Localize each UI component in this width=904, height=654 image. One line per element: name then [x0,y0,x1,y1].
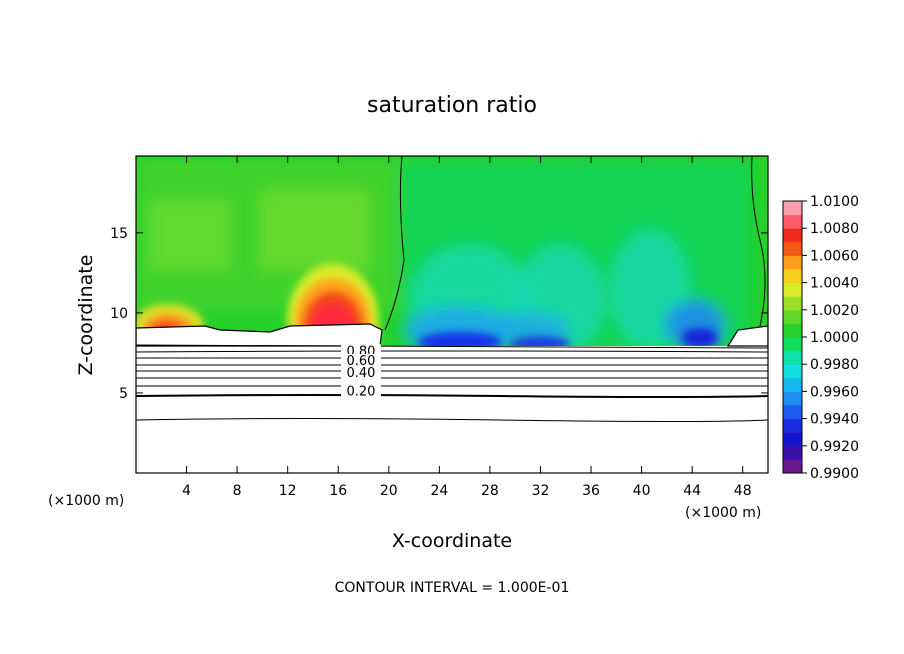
x-tick-label: 12 [279,483,297,499]
x-tick-label: 8 [233,483,242,499]
colorbar-band [783,296,802,311]
field-shading [136,160,750,355]
y-tick-label: 15 [110,226,128,242]
y-axis-label: Z-coordinate [75,255,97,376]
colorbar-band [783,445,802,460]
x-tick-label: 44 [683,483,701,499]
contour-lines [136,156,768,422]
x-axis-ticks: 4 8 12 16 20 24 28 32 36 40 44 48 [182,156,752,499]
colorbar-label: 1.0060 [810,248,859,264]
colorbar-band [783,269,802,284]
colorbar-band [783,255,802,270]
x-tick-label: 48 [734,483,752,499]
colorbar-label: 0.9960 [810,384,859,400]
contour-interval-note: CONTOUR INTERVAL = 1.000E-01 [335,580,570,596]
colorbar-label: 1.0040 [810,276,859,292]
colorbar-label: 0.9980 [810,357,859,373]
plot-area [136,156,768,473]
cloud-base-right [726,325,768,347]
x-tick-label: 16 [329,483,347,499]
y-tick-label: 10 [110,306,128,322]
x-tick-label: 24 [430,483,448,499]
colorbar-band [783,418,802,433]
x-tick-label: 36 [582,483,600,499]
contour-label: 0.60 [347,354,376,369]
contour-label-bg [340,365,381,380]
x-tick-label: 28 [481,483,499,499]
colorbar-band [783,432,802,447]
plot-frame [135,155,769,474]
colorbar-labels: 1.0100 1.0080 1.0060 1.0040 1.0020 1.0000 0.99… [802,194,859,482]
colorbar-band [783,337,802,352]
colorbar-band [783,350,802,365]
colorbar-label: 0.9940 [810,412,859,428]
colorbar-label: 0.9920 [810,439,859,455]
x-tick-label: 40 [633,483,651,499]
contour-label: 0.20 [347,384,376,399]
x-tick-label: 32 [532,483,550,499]
colorbar-band [783,309,802,324]
colorbar-band [783,282,802,297]
y-axis-ticks: 5 10 15 [110,226,768,402]
subsaturated-layer [136,346,768,473]
colorbar-band [783,364,802,379]
colorbar-label: 1.0080 [810,221,859,237]
colorbar-band [783,459,802,474]
colorbar: 1.0100 1.0080 1.0060 1.0040 1.0020 1.0000 0.99… [782,194,859,482]
colorbar-band [783,391,802,406]
x-tick-label: 20 [380,483,398,499]
colorbar-label: 1.0000 [810,330,859,346]
colorbar-label: 1.0100 [810,194,859,210]
colorbar-band [783,214,802,229]
x-axis-label: X-coordinate [392,530,512,552]
colorbar-band [783,405,802,420]
colorbar-band [783,377,802,392]
colorbar-band [783,201,802,216]
contour-labels: 0.800.600.400.20 [340,344,381,399]
contour-label-bg [340,353,381,368]
colorbar-band [783,323,802,338]
y-tick-label: 5 [119,386,128,402]
x-tick-label: 4 [182,483,191,499]
contour-label-bg [340,384,381,399]
x-unit-right: (×1000 m) [685,505,761,521]
colorbar-band [783,241,802,256]
colorbar-label: 0.9900 [810,466,859,482]
contour-label: 0.40 [347,366,376,381]
x-unit-left: (×1000 m) [48,493,124,509]
colorbar-swatches [783,201,802,474]
chart-title: saturation ratio [367,93,537,118]
colorbar-label: 1.0020 [810,303,859,319]
colorbar-band [783,228,802,243]
